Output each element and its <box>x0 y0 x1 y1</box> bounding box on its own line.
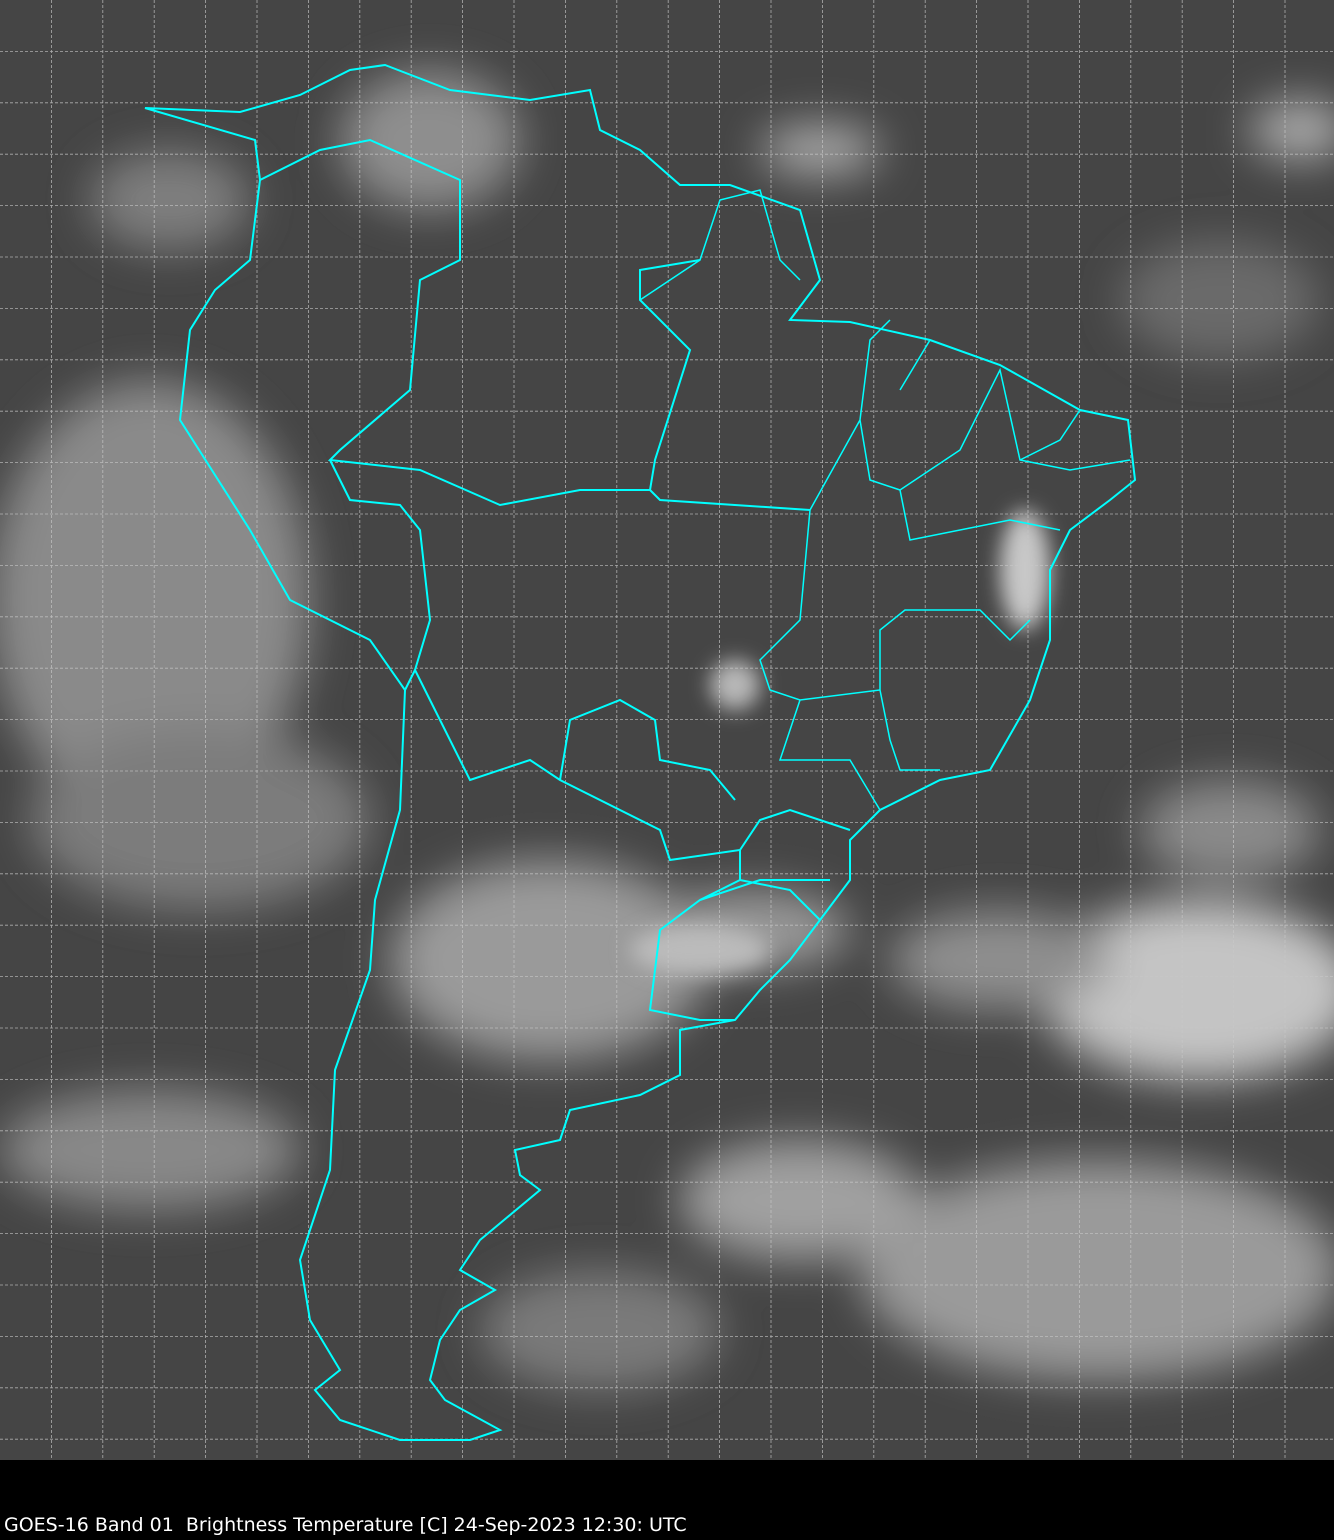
satellite-map <box>0 0 1334 1460</box>
cloud-layer <box>0 70 1334 1390</box>
state-borders <box>639 189 1131 811</box>
country-borders <box>259 138 851 1021</box>
image-caption: GOES-16 Band 01 Brightness Temperature [… <box>4 1514 687 1536</box>
lat-lon-gridlines <box>0 0 1334 1460</box>
coastline-and-borders <box>144 63 1137 1441</box>
south-america-coastline <box>144 63 1137 1441</box>
